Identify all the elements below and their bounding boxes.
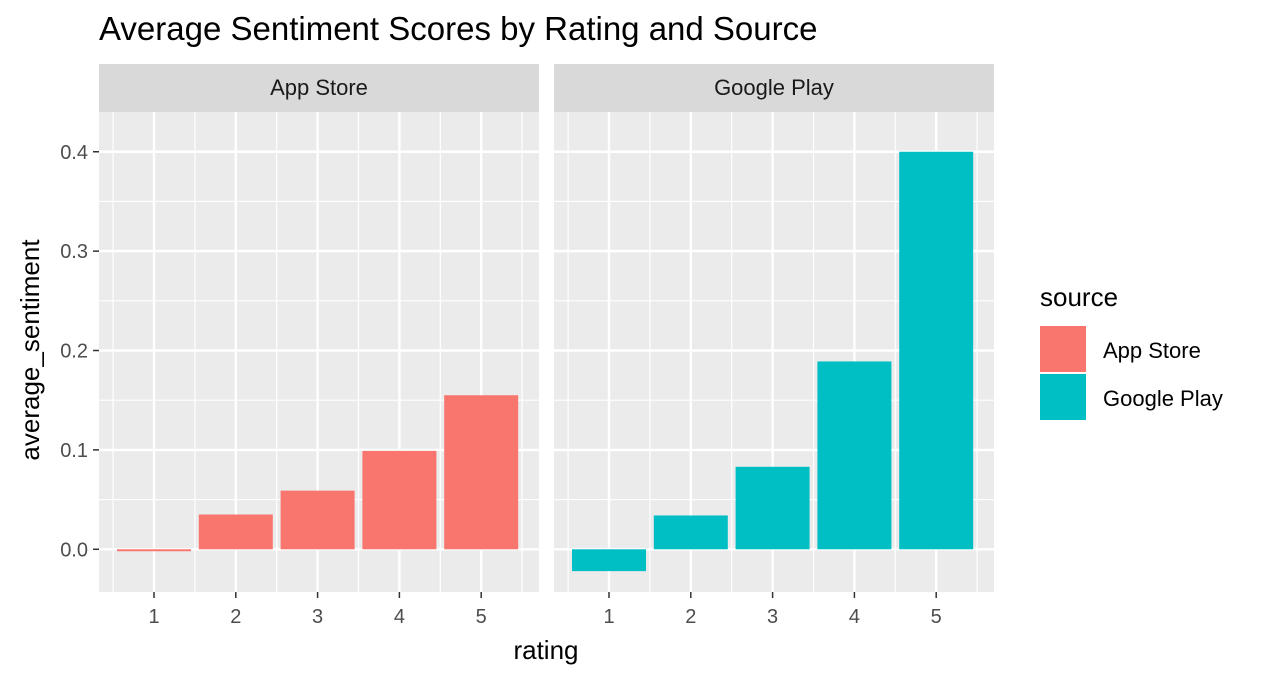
legend: source App Store Google Play (1040, 282, 1223, 420)
y-tick-label: 0.2 (60, 341, 88, 363)
bar-app-store-rating-1 (117, 549, 191, 552)
x-tick-label: 5 (476, 606, 487, 628)
bar-app-store-rating-5 (444, 395, 519, 550)
x-tick-label: 2 (685, 606, 696, 628)
x-tick-label: 1 (603, 606, 614, 628)
bar-app-store-rating-2 (198, 514, 273, 550)
bar-google-play-rating-1 (572, 549, 646, 572)
y-tick-label: 0.4 (60, 142, 88, 164)
x-tick-label: 4 (394, 606, 405, 628)
y-axis-title: average_sentiment (15, 239, 45, 461)
legend-key-google-play (1040, 374, 1086, 420)
facet-strip-app-store (99, 64, 539, 112)
bar-google-play-rating-2 (653, 515, 728, 550)
legend-key-app-store (1040, 326, 1086, 372)
bar-google-play-rating-3 (735, 466, 810, 550)
x-tick-label: 3 (767, 606, 778, 628)
bar-google-play-rating-5 (899, 151, 974, 550)
y-tick-label: 0.3 (60, 241, 88, 263)
facet-strip-label-google-play: Google Play (714, 75, 834, 100)
legend-title: source (1040, 282, 1118, 312)
x-tick-label: 1 (148, 606, 159, 628)
facet-strip-label-app-store: App Store (270, 75, 368, 100)
legend-label-app-store: App Store (1103, 338, 1201, 363)
bar-google-play-rating-4 (817, 361, 892, 550)
y-axis: 0.0 0.1 0.2 0.3 0.4 (60, 142, 99, 561)
x-tick-label: 4 (849, 606, 860, 628)
x-tick-label: 5 (931, 606, 942, 628)
y-tick-label: 0.1 (60, 440, 88, 462)
bar-app-store-rating-3 (280, 490, 355, 550)
bar-app-store-rating-4 (362, 450, 437, 550)
legend-label-google-play: Google Play (1103, 386, 1223, 411)
y-tick-label: 0.0 (60, 539, 88, 561)
facet-panel-app-store: App Store 1 2 3 4 5 (99, 64, 539, 628)
facet-panel-google-play: Google Play 1 2 3 4 5 (554, 64, 994, 628)
x-tick-label: 2 (230, 606, 241, 628)
facet-strip-google-play (554, 64, 994, 112)
chart-title: Average Sentiment Scores by Rating and S… (99, 10, 817, 47)
x-tick-label: 3 (312, 606, 323, 628)
x-axis-title: rating (513, 635, 578, 665)
